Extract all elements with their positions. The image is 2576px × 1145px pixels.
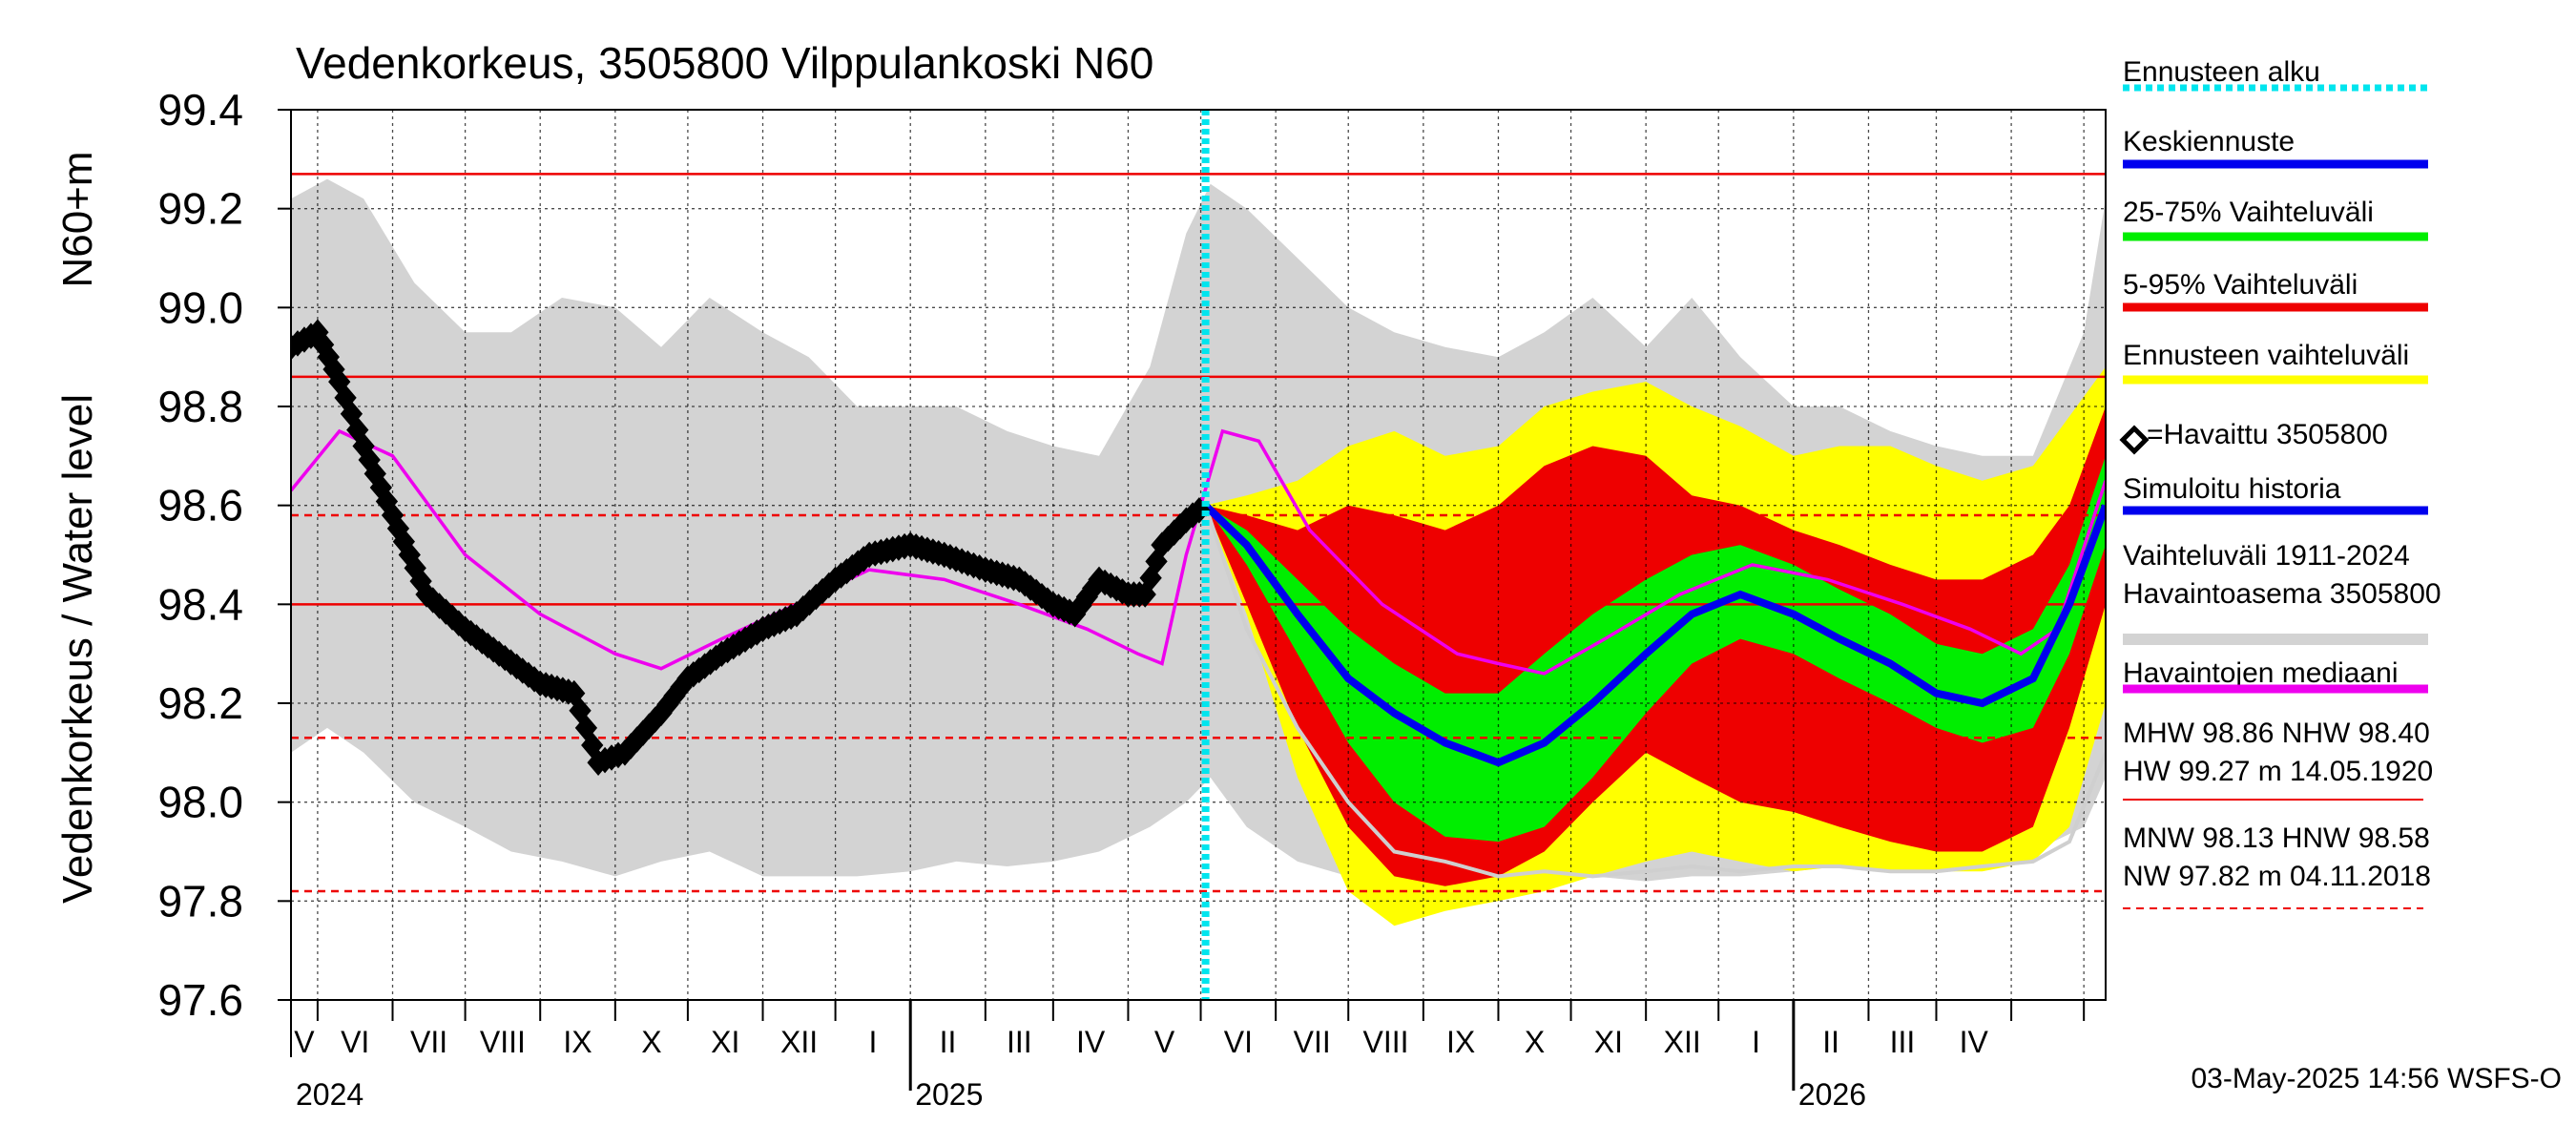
x-month-label: XI: [711, 1025, 739, 1059]
legend-label: Ennusteen alku: [2123, 56, 2320, 88]
plot-area: [290, 109, 2107, 1001]
x-month-label: V: [294, 1025, 315, 1059]
legend-label: 5-95% Vaihteluväli: [2123, 269, 2358, 301]
legend-label: Vaihteluväli 1911-2024: [2123, 540, 2410, 572]
legend-label: =Havaittu 3505800: [2147, 419, 2388, 450]
x-month-label: XII: [1664, 1025, 1701, 1059]
legend-label: Havaintoasema 3505800: [2123, 578, 2441, 610]
x-month-label: IV: [1076, 1025, 1106, 1059]
legend-swatch: [2119, 425, 2150, 455]
statistics-block: MHW 98.86 NHW 98.40 HW 99.27 m 14.05.192…: [2123, 718, 2433, 909]
y-tick-label: 98.0: [157, 778, 243, 827]
x-month-label: VI: [341, 1025, 369, 1059]
y-tick-label: 99.0: [157, 282, 243, 332]
stats-mhw-nhw: MHW 98.86 NHW 98.40: [2123, 718, 2430, 749]
stats-nw: NW 97.82 m 04.11.2018: [2123, 861, 2431, 892]
x-axis-ticks: V VI VII VIII IX X XI XII I II III IV V VI VII VIII IX X X…: [290, 1000, 2086, 1112]
x-year-label: 2026: [1798, 1077, 1866, 1112]
x-month-label: X: [1525, 1025, 1545, 1059]
x-month-label: VII: [410, 1025, 447, 1059]
chart-title: Vedenkorkeus, 3505800 Vilppulankoski N60: [296, 38, 1153, 88]
y-tick-label: 98.8: [157, 382, 243, 431]
x-month-label: VII: [1294, 1025, 1331, 1059]
x-month-label: IX: [1446, 1025, 1475, 1059]
y-axis-ticks: 97.6 97.8 98.0 98.2 98.4 98.6 98.8 99.0 99.2 99.4: [157, 85, 291, 1025]
stats-mnw-hnw: MNW 98.13 HNW 98.58: [2123, 822, 2430, 854]
legend-label: Havaintojen mediaani: [2123, 657, 2399, 689]
stats-hw: HW 99.27 m 14.05.1920: [2123, 756, 2433, 787]
x-month-label: VI: [1224, 1025, 1253, 1059]
y-tick-label: 99.4: [157, 85, 243, 135]
y-tick-label: 98.2: [157, 678, 243, 728]
observed-markers: [291, 319, 1211, 776]
legend: Ennusteen alku Keskiennuste 25-75% Vaihtel…: [2119, 56, 2441, 694]
x-month-label: I: [1752, 1025, 1760, 1059]
x-month-label: XII: [780, 1025, 818, 1059]
plot-frame: [290, 109, 2107, 1001]
x-month-label: VIII: [1363, 1025, 1409, 1059]
x-month-label: II: [940, 1025, 957, 1059]
y-axis-label: Vedenkorkeus / Water level N60+m: [54, 151, 101, 904]
legend-label: 25-75% Vaihteluväli: [2123, 197, 2374, 228]
x-year-label: 2025: [915, 1077, 983, 1112]
y-tick-label: 98.4: [157, 579, 243, 629]
x-month-label: VIII: [480, 1025, 526, 1059]
x-month-label: II: [1822, 1025, 1839, 1059]
x-month-label: X: [641, 1025, 661, 1059]
forecast-dry-member-line: [1203, 505, 2106, 879]
y-axis-unit: N60+m: [54, 151, 101, 287]
forecast-mean-line: [1202, 502, 2106, 767]
x-month-label: I: [868, 1025, 877, 1059]
legend-label: Simuloitu historia: [2123, 473, 2341, 505]
x-month-label: IX: [563, 1025, 592, 1059]
footer-timestamp: 03-May-2025 14:56 WSFS-O: [2192, 1063, 2563, 1094]
y-tick-label: 97.8: [157, 876, 243, 926]
y-axis-title: Vedenkorkeus / Water level: [54, 394, 101, 904]
plot-content: [291, 110, 2106, 1000]
x-month-label: III: [1007, 1025, 1032, 1059]
y-tick-label: 97.6: [157, 975, 243, 1025]
y-tick-label: 98.6: [157, 481, 243, 531]
x-year-label: 2024: [296, 1077, 364, 1112]
legend-label: Ennusteen vaihteluväli: [2123, 340, 2409, 371]
y-tick-label: 99.2: [157, 184, 243, 234]
x-month-label: V: [1154, 1025, 1175, 1059]
x-month-label: XI: [1594, 1025, 1623, 1059]
x-month-label: IV: [1960, 1025, 1989, 1059]
legend-label: Keskiennuste: [2123, 126, 2295, 157]
x-month-label: III: [1890, 1025, 1916, 1059]
